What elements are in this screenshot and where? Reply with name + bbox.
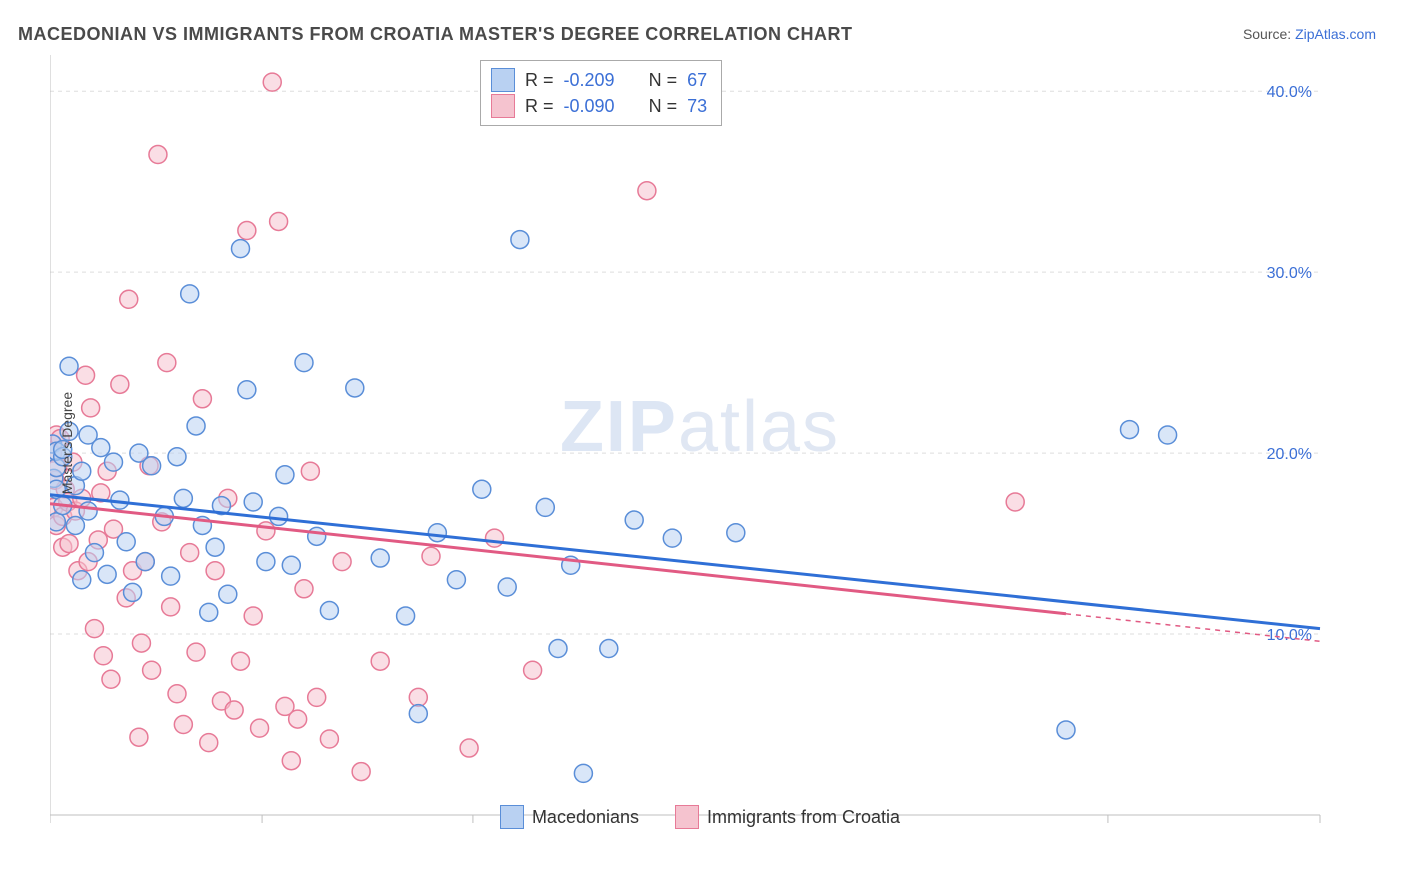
legend-swatch	[500, 805, 524, 829]
svg-text:30.0%: 30.0%	[1267, 265, 1312, 282]
legend-item: Macedonians	[500, 805, 639, 829]
svg-text:20.0%: 20.0%	[1267, 446, 1312, 463]
svg-text:10.0%: 10.0%	[1267, 627, 1312, 644]
legend-item: Immigrants from Croatia	[675, 805, 900, 829]
source-link[interactable]: ZipAtlas.com	[1295, 26, 1376, 42]
stats-legend-row: R = -0.209 N = 67	[491, 67, 707, 93]
r-value: -0.090	[564, 93, 615, 119]
r-label: R =	[525, 67, 554, 93]
legend-label: Immigrants from Croatia	[707, 807, 900, 828]
legend-swatch	[491, 68, 515, 92]
n-label: N =	[649, 93, 678, 119]
chart-title: MACEDONIAN VS IMMIGRANTS FROM CROATIA MA…	[18, 24, 852, 45]
n-value: 73	[687, 93, 707, 119]
chart-container: Master's Degree ZIPatlas 10.0%20.0%30.0%…	[50, 55, 1350, 830]
stats-legend-row: R = -0.090 N = 73	[491, 93, 707, 119]
y-axis-label: Master's Degree	[59, 391, 75, 493]
n-value: 67	[687, 67, 707, 93]
source-label: Source: ZipAtlas.com	[1243, 26, 1376, 42]
svg-text:40.0%: 40.0%	[1267, 84, 1312, 101]
r-label: R =	[525, 93, 554, 119]
legend-swatch	[491, 94, 515, 118]
legend-swatch	[675, 805, 699, 829]
legend-label: Macedonians	[532, 807, 639, 828]
source-prefix: Source:	[1243, 26, 1295, 42]
r-value: -0.209	[564, 67, 615, 93]
scatter-plot: 10.0%20.0%30.0%40.0%0.0%10.0%	[50, 55, 1350, 830]
series-legend: Macedonians Immigrants from Croatia	[50, 805, 1350, 834]
stats-legend: R = -0.209 N = 67 R = -0.090 N = 73	[480, 60, 722, 126]
n-label: N =	[649, 67, 678, 93]
